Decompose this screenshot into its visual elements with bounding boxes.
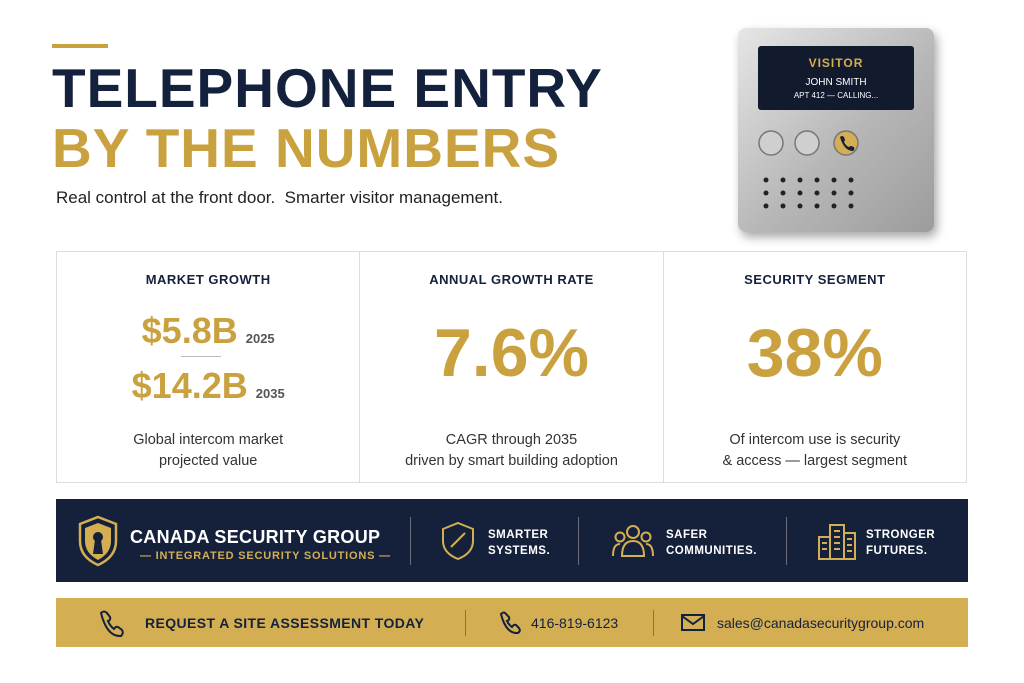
separator [410,517,411,565]
pillar-line: SYSTEMS. [488,545,551,557]
pillar-text: SMARTER SYSTEMS. [488,527,550,559]
stat-year: 2035 [255,386,285,401]
title: BY THE NUMBERS [52,117,561,179]
pillar-line: SMARTER [488,529,549,541]
stat-description: CAGR through 2035 [445,432,578,448]
stat-card: ANNUAL GROWTH RATE 7.6% CAGR through 203… [360,252,664,482]
stat-value: 38% [746,315,883,391]
stat-heading: SECURITY SEGMENT [744,272,886,287]
pillar-text: SAFER COMMUNITIES. [666,527,757,559]
separator [653,610,654,636]
stat-description: Global intercom market [133,432,284,448]
title: TELEPHONE ENTRY [52,57,603,119]
stats-panel: MARKET GROWTH $5.8B 2025 $14.2B 2035 Globa… [56,251,967,483]
email-icon [681,614,705,631]
stat-description: & access — largest segment [722,453,908,469]
intercom-controls [758,130,859,209]
brand-tagline: — INTEGRATED SECURITY SOLUTIONS — [140,550,391,562]
intercom-device: VISITOR JOHN SMITH APT 412 — CALLING... [738,28,934,232]
accent-line [52,44,108,48]
stat-year: 2025 [245,331,275,346]
separator [578,517,579,565]
intercom-screen: VISITOR JOHN SMITH APT 412 — CALLING... [758,46,914,110]
figure-row: $5.8B 2025 [57,310,359,352]
pillar-line: FUTURES. [866,545,928,557]
pillar-line: SAFER [666,529,708,541]
phone-icon [499,611,521,635]
stat-description: projected value [158,453,258,469]
brand-name: CANADA SECURITY GROUP [130,527,381,547]
brand-logo [78,515,118,567]
pillar-line: COMMUNITIES. [666,545,757,557]
community-icon [612,525,654,557]
separator [786,517,787,565]
screen-label: VISITOR [808,56,864,70]
stat-card: MARKET GROWTH $5.8B 2025 $14.2B 2035 Globa… [57,252,361,482]
separator [465,610,466,636]
cta-text: REQUEST A SITE ASSESSMENT TODAY [145,615,425,631]
phone-number: 416-819-6123 [531,615,619,631]
stat-value: $14.2B [131,365,248,406]
divider [181,356,221,357]
pillar-text: STRONGER FUTURES. [866,527,935,559]
stat-value: $5.8B [141,310,238,351]
shield-icon [442,521,474,561]
subtitle: Real control at the front door. Smarter … [56,188,503,207]
stat-description: Of intercom use is security [729,432,901,448]
pillar-line: STRONGER [866,529,936,541]
brand-band: CANADA SECURITY GROUP — INTEGRATED SECUR… [56,499,968,582]
phone-icon [99,610,124,637]
stat-description: driven by smart building adoption [405,453,618,469]
cta-band: REQUEST A SITE ASSESSMENT TODAY 416-819-… [56,598,968,647]
caller-name: JOHN SMITH [805,77,867,88]
stat-card: SECURITY SEGMENT 38% Of intercom use is … [664,252,966,482]
stat-heading: MARKET GROWTH [145,272,271,287]
stat-heading: ANNUAL GROWTH RATE [429,272,594,287]
figure-row: $14.2B 2035 [57,365,359,407]
building-icon [818,524,856,560]
call-status: APT 412 — CALLING... [793,91,879,100]
email-address: sales@canadasecuritygroup.com [717,615,925,631]
stat-value: 7.6% [433,315,589,391]
